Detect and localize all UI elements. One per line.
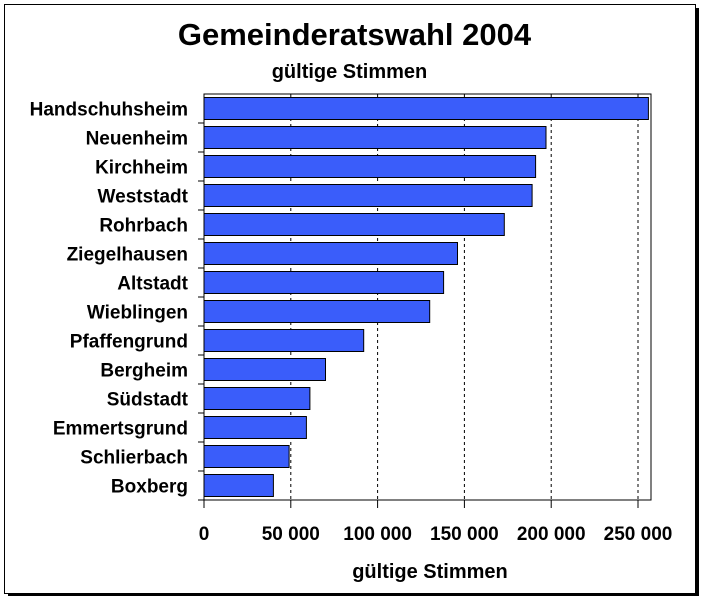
x-tick-label-0: 0 <box>199 524 210 545</box>
category-labels: Handschuhsheim Neuenheim Kirchheim Weststad… <box>30 100 204 501</box>
category-label-6: Altstadt <box>117 274 188 295</box>
category-label-13: Boxberg <box>111 477 188 498</box>
category-label-4: Rohrbach <box>99 216 188 237</box>
category-label-0: Handschuhsheim <box>30 100 188 121</box>
category-label-5: Ziegelhausen <box>67 245 188 266</box>
plot-area <box>203 93 652 501</box>
category-label-3: Weststadt <box>98 187 189 208</box>
x-tick-label-4: 200 000 <box>517 524 586 545</box>
category-label-9: Bergheim <box>100 361 188 382</box>
bar-2 <box>203 155 537 178</box>
x-tick-label-3: 150 000 <box>430 524 499 545</box>
bar-13 <box>203 474 274 497</box>
bar-0 <box>203 97 649 120</box>
bar-7 <box>203 300 431 323</box>
x-tick-label-1: 50 000 <box>262 524 320 545</box>
category-label-8: Pfaffengrund <box>70 332 188 353</box>
x-tick-label-5: 250 000 <box>604 524 673 545</box>
category-label-12: Schlierbach <box>80 448 188 469</box>
bar-4 <box>203 213 505 236</box>
frame-shadow-bottom <box>8 593 699 596</box>
x-axis-label: gültige Stimmen <box>352 561 508 583</box>
frame-shadow-right <box>696 8 699 595</box>
bar-10 <box>203 387 311 410</box>
grid-lines <box>290 94 639 500</box>
bar-5 <box>203 242 458 265</box>
x-axis: 0 50 000 100 000 150 000 200 000 250 000 <box>199 500 673 545</box>
category-label-10: Südstadt <box>107 390 189 411</box>
bar-8 <box>203 329 365 352</box>
bar-6 <box>203 271 445 294</box>
bar-9 <box>203 358 326 381</box>
category-label-7: Wieblingen <box>87 303 188 324</box>
bars <box>203 97 649 497</box>
bar-12 <box>203 445 290 468</box>
bar-3 <box>203 184 533 207</box>
x-tick-label-2: 100 000 <box>343 524 412 545</box>
category-label-11: Emmertsgrund <box>53 419 188 440</box>
category-label-2: Kirchheim <box>95 158 188 179</box>
bar-1 <box>203 126 547 149</box>
category-label-1: Neuenheim <box>86 129 188 150</box>
chart-subtitle: gültige Stimmen <box>271 61 428 83</box>
bar-11 <box>203 416 307 439</box>
chart-title: Gemeinderatswahl 2004 <box>177 17 532 52</box>
